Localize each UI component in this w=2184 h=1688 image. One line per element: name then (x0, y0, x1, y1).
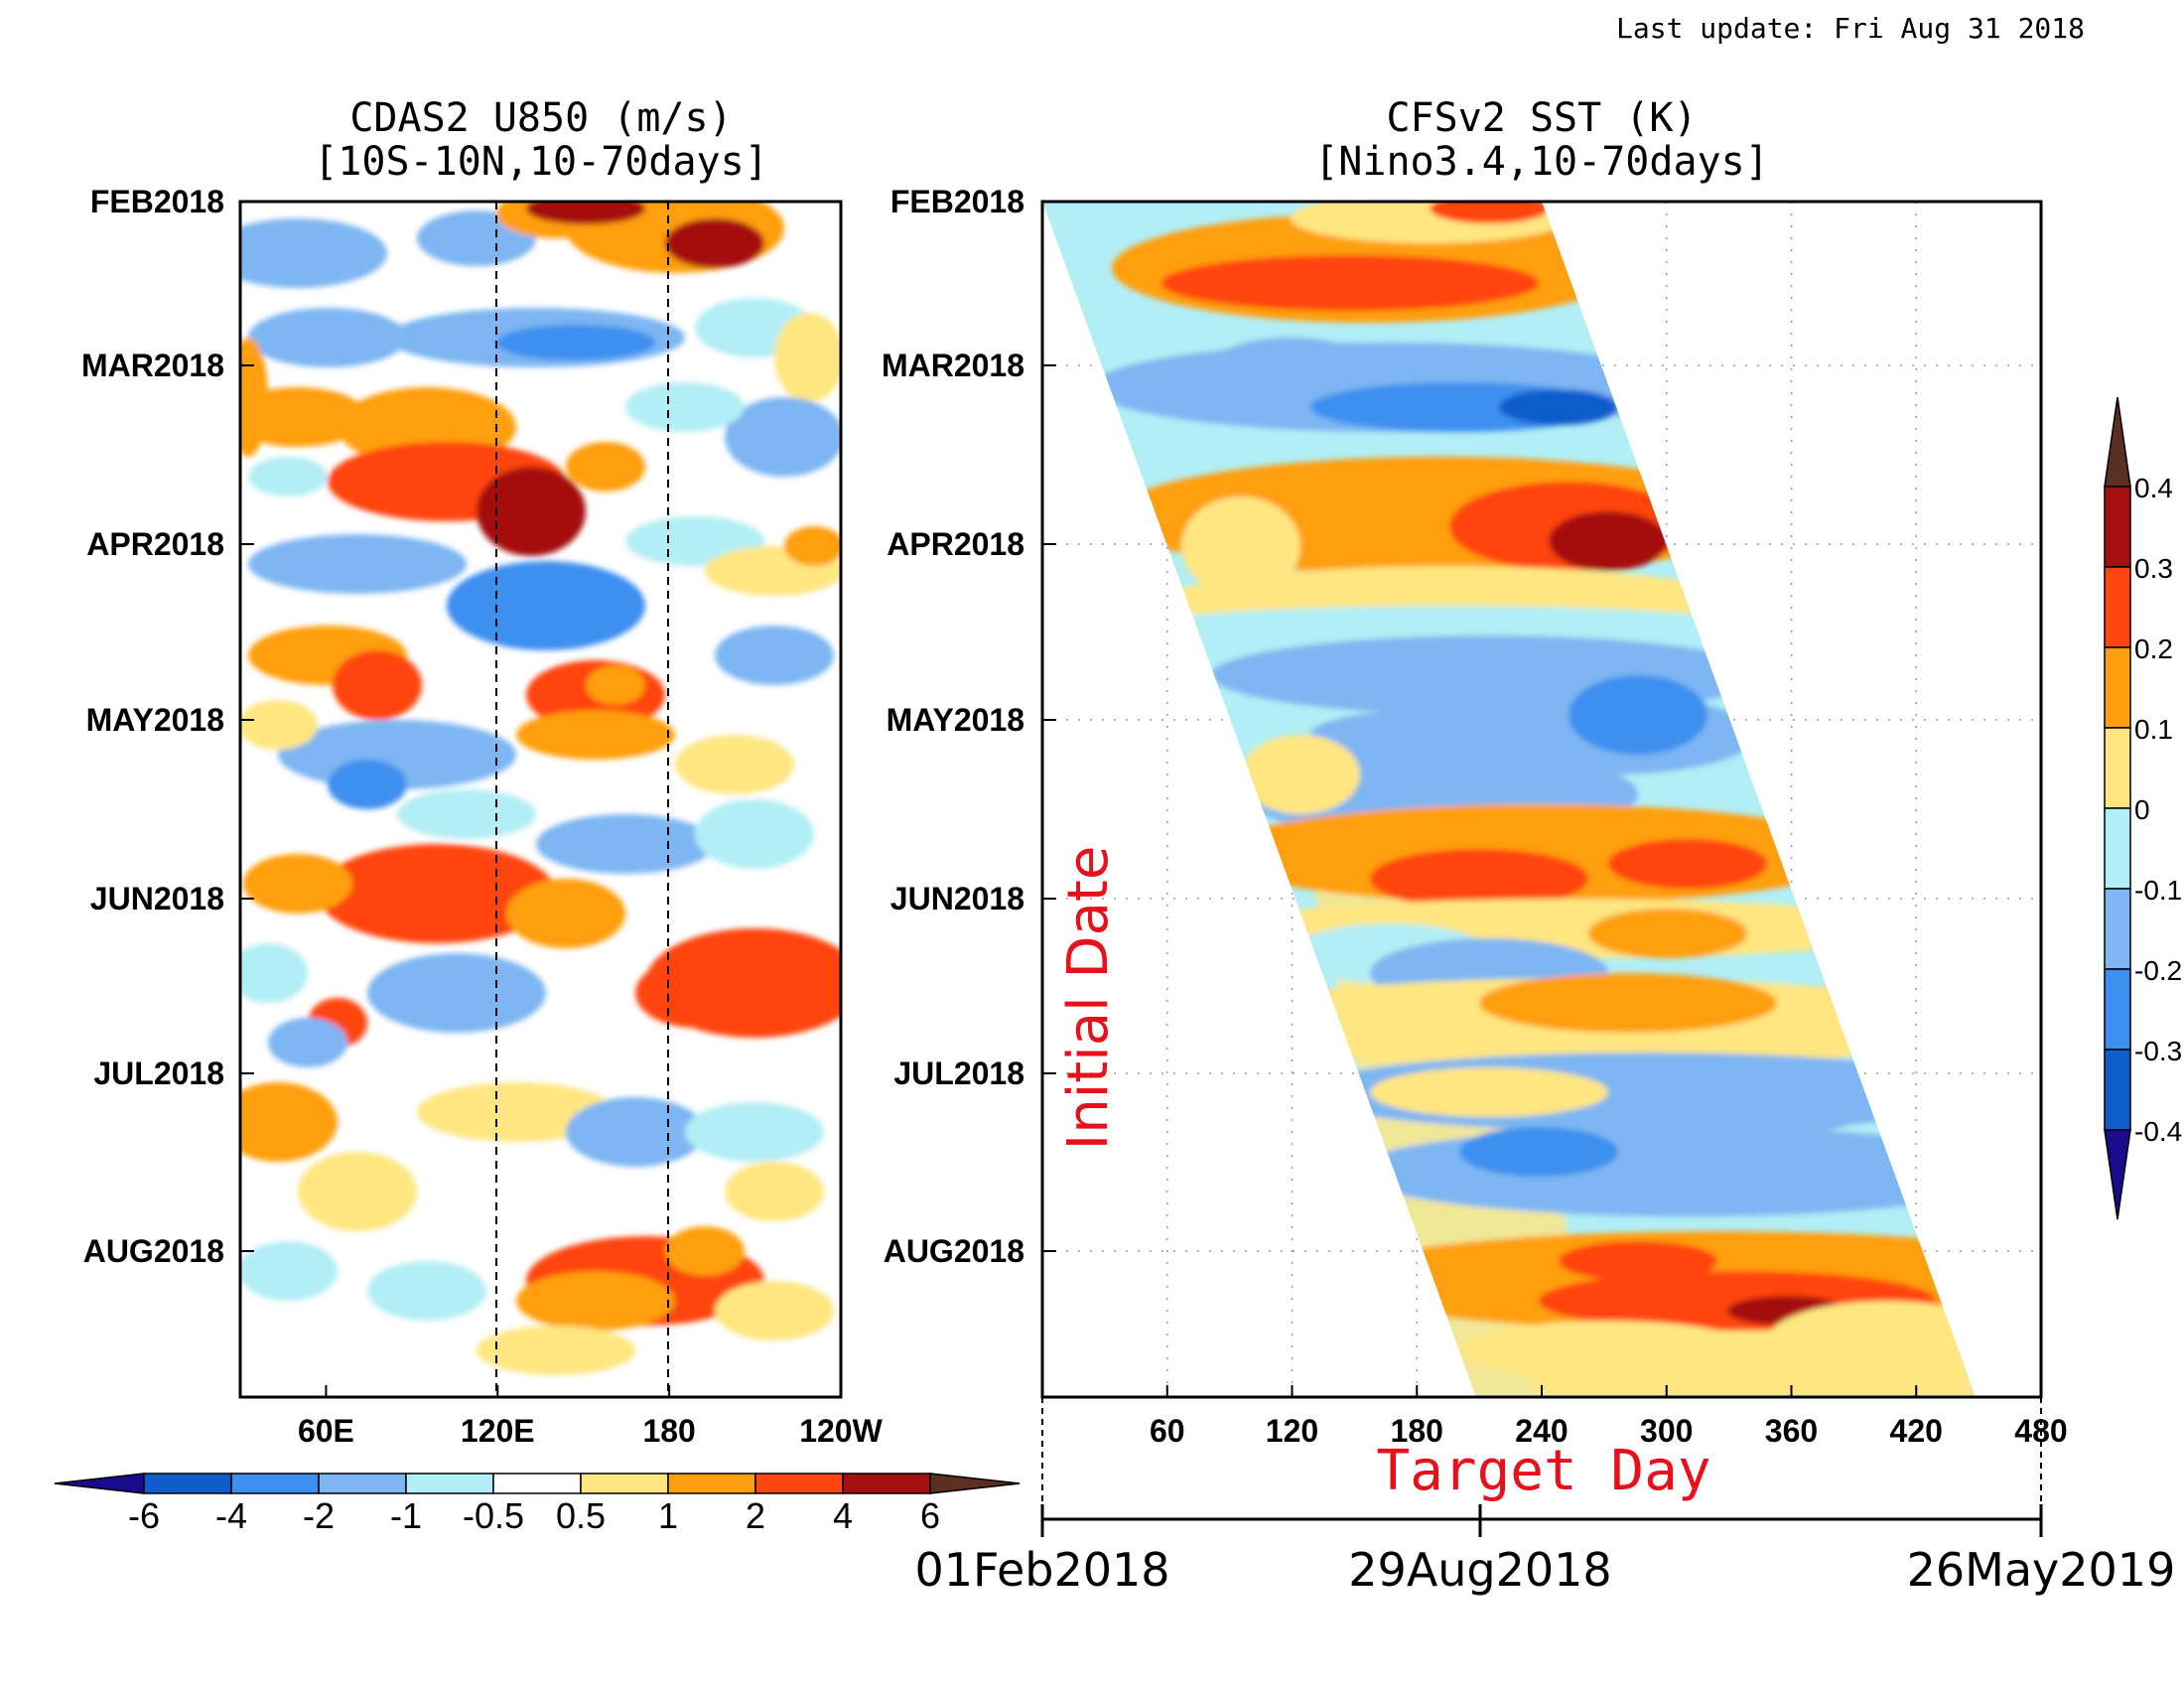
right-colorbar-label: -0.2 (2134, 955, 2182, 986)
left-x-tick-label: 60E (298, 1413, 354, 1449)
right-colorbar: 0.4 0.3 0.2 0.1 0 -0.1 -0.2 -0.3 -0.4 (2104, 396, 2182, 1220)
left-colorbar-label: 6 (920, 1495, 940, 1536)
right-x-tick-label: 60 (1150, 1413, 1185, 1449)
left-x-tick-label: 120W (799, 1413, 883, 1449)
left-colorbar-label: -2 (303, 1495, 335, 1536)
right-y-tick-label: JUL2018 (893, 1055, 1024, 1091)
right-x-tick-label: 120 (1266, 1413, 1318, 1449)
right-subtitle: [Nino3.4,10-70days] (1314, 139, 1769, 185)
date-label-end: 26May2019 (1907, 1543, 2176, 1597)
right-x-tick-label: 240 (1515, 1413, 1568, 1449)
right-y-tick-label: MAY2018 (887, 702, 1024, 738)
left-colorbar-label: 1 (658, 1495, 678, 1536)
right-colorbar-label: -0.1 (2134, 875, 2182, 906)
right-colorbar-label: 0.3 (2134, 553, 2173, 584)
left-plot-field (240, 202, 841, 1397)
right-panel: CFSv2 SST (K) [Nino3.4,10-70days] FEB201… (882, 95, 2182, 1597)
left-colorbar-label: -1 (390, 1495, 422, 1536)
left-subtitle: [10S-10N,10-70days] (314, 139, 768, 185)
left-colorbar-label: -0.5 (463, 1495, 524, 1536)
date-axis: 01Feb2018 29Aug2018 26May2019 (914, 1397, 2175, 1597)
right-x-tick-label: 300 (1640, 1413, 1693, 1449)
right-colorbar-label: 0.1 (2134, 714, 2173, 745)
target-day-label: Target Day (1376, 1439, 1710, 1503)
right-y-tick-label: JUN2018 (890, 881, 1024, 916)
left-y-tick-label: JUL2018 (93, 1055, 224, 1091)
left-y-tick-label: JUN2018 (90, 881, 224, 916)
right-x-tick-label: 420 (1890, 1413, 1943, 1449)
left-colorbar-label: 0.5 (556, 1495, 606, 1536)
date-label-start: 01Feb2018 (914, 1543, 1169, 1597)
left-colorbar-label: -4 (215, 1495, 247, 1536)
left-colorbar-label: -6 (128, 1495, 160, 1536)
right-y-tick-label: AUG2018 (884, 1233, 1024, 1269)
left-y-tick-label: APR2018 (86, 526, 224, 562)
right-colorbar-label: 0.2 (2134, 633, 2173, 664)
right-y-tick-label: MAR2018 (882, 348, 1024, 383)
left-x-tick-label: 120E (461, 1413, 535, 1449)
left-panel: CDAS2 U850 (m/s) [10S-10N,10-70days] FEB… (54, 95, 1021, 1536)
right-title: CFSv2 SST (K) (1386, 95, 1697, 141)
right-plot-field (1042, 202, 1976, 1397)
right-colorbar-label: 0.4 (2134, 473, 2173, 503)
left-y-tick-label: MAR2018 (81, 348, 224, 383)
right-colorbar-label: 0 (2134, 794, 2150, 825)
right-x-tick-label: 180 (1391, 1413, 1443, 1449)
right-colorbar-label: -0.3 (2134, 1036, 2182, 1066)
left-x-tick-label: 180 (642, 1413, 695, 1449)
left-colorbar: -6 -4 -2 -1 -0.5 0.5 1 2 4 6 (54, 1473, 1021, 1536)
left-colorbar-label: 2 (746, 1495, 765, 1536)
left-y-tick-label: FEB2018 (90, 184, 224, 219)
initial-date-label: Initial Date (1056, 846, 1121, 1151)
date-label-mid: 29Aug2018 (1348, 1543, 1611, 1597)
last-update-text: Last update: Fri Aug 31 2018 (1616, 12, 2085, 45)
left-y-tick-label: AUG2018 (83, 1233, 224, 1269)
right-colorbar-label: -0.4 (2134, 1116, 2182, 1147)
left-y-tick-label: MAY2018 (86, 702, 224, 738)
right-x-tick-label: 360 (1765, 1413, 1818, 1449)
right-y-tick-label: FEB2018 (890, 184, 1024, 219)
right-y-tick-label: APR2018 (887, 526, 1024, 562)
left-title: CDAS2 U850 (m/s) (349, 95, 732, 141)
left-colorbar-label: 4 (833, 1495, 853, 1536)
left-plot-frame (238, 200, 843, 1399)
